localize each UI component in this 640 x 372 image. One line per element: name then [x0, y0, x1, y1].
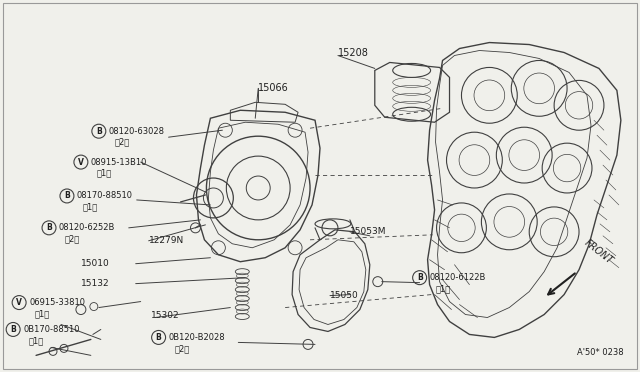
Text: 0B170-88510: 0B170-88510: [23, 325, 79, 334]
Text: （1）: （1）: [97, 169, 112, 177]
Text: 12279N: 12279N: [148, 236, 184, 245]
Text: FRONT: FRONT: [582, 237, 614, 266]
Text: 08120-63028: 08120-63028: [109, 127, 164, 136]
Text: 15132: 15132: [81, 279, 109, 288]
Text: （1）: （1）: [83, 202, 98, 211]
Text: B: B: [417, 273, 422, 282]
Text: （2）: （2）: [115, 138, 130, 147]
Text: （2）: （2）: [65, 234, 80, 243]
Text: 08170-88510: 08170-88510: [77, 192, 133, 201]
Text: （2）: （2）: [175, 344, 190, 353]
Text: （1）: （1）: [35, 309, 51, 318]
Text: 15208: 15208: [338, 48, 369, 58]
Text: A'50* 0238: A'50* 0238: [577, 348, 624, 357]
Text: （1）: （1）: [29, 336, 44, 345]
Text: 15050: 15050: [330, 291, 358, 300]
Text: 15066: 15066: [258, 83, 289, 93]
Text: B: B: [10, 325, 16, 334]
Text: （1）: （1）: [436, 284, 451, 293]
Text: B: B: [46, 223, 52, 232]
Text: B: B: [96, 127, 102, 136]
Text: 15053M: 15053M: [350, 227, 387, 236]
Text: B: B: [64, 192, 70, 201]
Text: 15302: 15302: [150, 311, 179, 320]
Text: 08120-6122B: 08120-6122B: [429, 273, 486, 282]
Text: 0B120-B2028: 0B120-B2028: [168, 333, 225, 342]
Text: V: V: [78, 158, 84, 167]
Text: V: V: [16, 298, 22, 307]
Text: B: B: [156, 333, 161, 342]
Text: 06915-33810: 06915-33810: [29, 298, 85, 307]
Text: 08915-13B10: 08915-13B10: [91, 158, 147, 167]
Text: 15010: 15010: [81, 259, 109, 268]
Text: 08120-6252B: 08120-6252B: [59, 223, 115, 232]
